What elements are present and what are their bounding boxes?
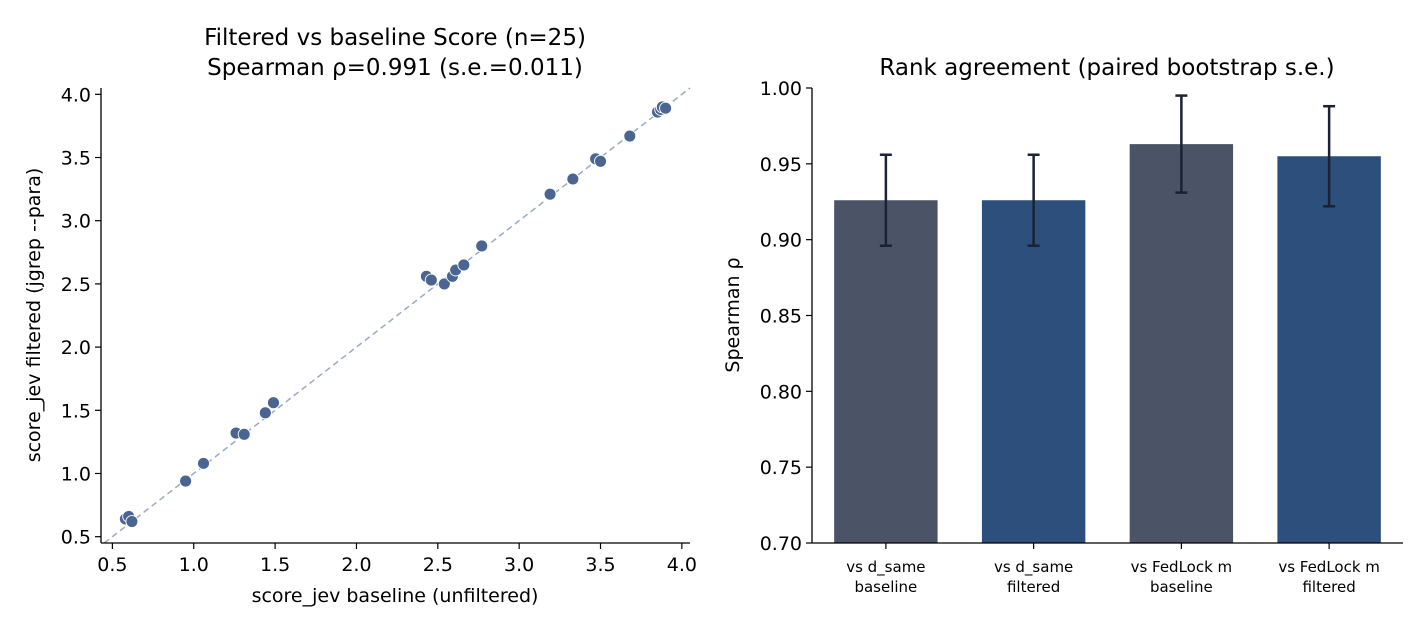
bar-series [834, 144, 1381, 543]
bar [1277, 156, 1381, 543]
x-tick-label: 1.5 [260, 554, 290, 576]
scatter-point [659, 101, 673, 115]
bar [981, 200, 1086, 543]
x-tick-label: 0.5 [97, 554, 127, 576]
bar-category-label: vs FedLock m [1131, 558, 1233, 576]
scatter-point [258, 406, 272, 420]
y-tick-label: 4.0 [61, 84, 91, 106]
y-tick-label: 0.95 [760, 154, 802, 176]
x-tick-label: 2.0 [341, 554, 371, 576]
scatter-point [179, 474, 193, 488]
bar [1129, 144, 1234, 543]
scatter-point [457, 258, 471, 272]
bar-category-label: filtered [1007, 578, 1060, 596]
bar-category-label: baseline [854, 578, 917, 596]
y-tick-label: 1.00 [760, 78, 802, 100]
y-tick-label: 2.5 [61, 274, 91, 296]
scatter-y-label: score_jev filtered (jgrep --para) [23, 168, 45, 463]
scatter-title-line1: Filtered vs baseline Score (n=25) [204, 25, 586, 51]
scatter-y-ticks: 0.5 1.0 1.5 2.0 2.5 3.0 3.5 4.0 [61, 84, 101, 549]
bar-title: Rank agreement (paired bootstrap s.e.) [879, 55, 1334, 81]
scatter-point [475, 239, 489, 253]
scatter-points [118, 100, 673, 528]
scatter-point [267, 396, 280, 410]
y-tick-label: 1.5 [61, 400, 91, 422]
scatter-point [566, 172, 580, 186]
y-tick-label: 0.90 [760, 230, 802, 252]
scatter-point [437, 277, 451, 291]
scatter-x-ticks: 0.5 1.0 1.5 2.0 2.5 3.0 3.5 4.0 [97, 543, 697, 576]
bar-y-label: Spearman ρ [722, 257, 744, 372]
scatter-point [424, 273, 438, 287]
bar-category-label: baseline [1150, 578, 1213, 596]
bar-category-label: filtered [1302, 578, 1355, 596]
bar-error-bars [879, 94, 1336, 247]
scatter-x-label: score_jev baseline (unfiltered) [252, 585, 539, 607]
y-tick-label: 0.85 [760, 306, 802, 328]
bar [834, 200, 938, 543]
y-tick-label: 0.5 [61, 527, 91, 549]
scatter-point [125, 515, 139, 528]
y-tick-label: 3.0 [61, 211, 91, 233]
scatter-chart: Filtered vs baseline Score (n=25) Spearm… [23, 25, 697, 607]
scatter-point [237, 427, 251, 441]
scatter-point [623, 129, 637, 143]
y-tick-label: 1.0 [61, 463, 91, 485]
bar-chart: Rank agreement (paired bootstrap s.e.) 0… [722, 55, 1403, 596]
y-tick-label: 2.0 [61, 337, 91, 359]
scatter-point [543, 187, 557, 201]
y-tick-label: 3.5 [61, 148, 91, 170]
y-tick-label: 0.80 [760, 381, 802, 403]
scatter-title-line2: Spearman ρ=0.991 (s.e.=0.011) [207, 55, 583, 81]
scatter-point [197, 456, 210, 470]
x-tick-label: 1.0 [179, 554, 209, 576]
scatter-point [594, 154, 607, 168]
x-tick-label: 4.0 [667, 554, 697, 576]
x-tick-label: 3.0 [504, 554, 534, 576]
bar-category-label: vs d_same [846, 558, 925, 577]
x-tick-label: 2.5 [423, 554, 453, 576]
bar-category-label: vs FedLock m [1278, 558, 1380, 576]
bar-y-ticks: 0.70 0.75 0.80 0.85 0.90 0.95 1.00 [760, 78, 812, 555]
y-tick-label: 0.70 [760, 533, 802, 555]
y-tick-label: 0.75 [760, 457, 802, 479]
bar-category-label: vs d_same [994, 558, 1073, 577]
x-tick-label: 3.5 [585, 554, 615, 576]
